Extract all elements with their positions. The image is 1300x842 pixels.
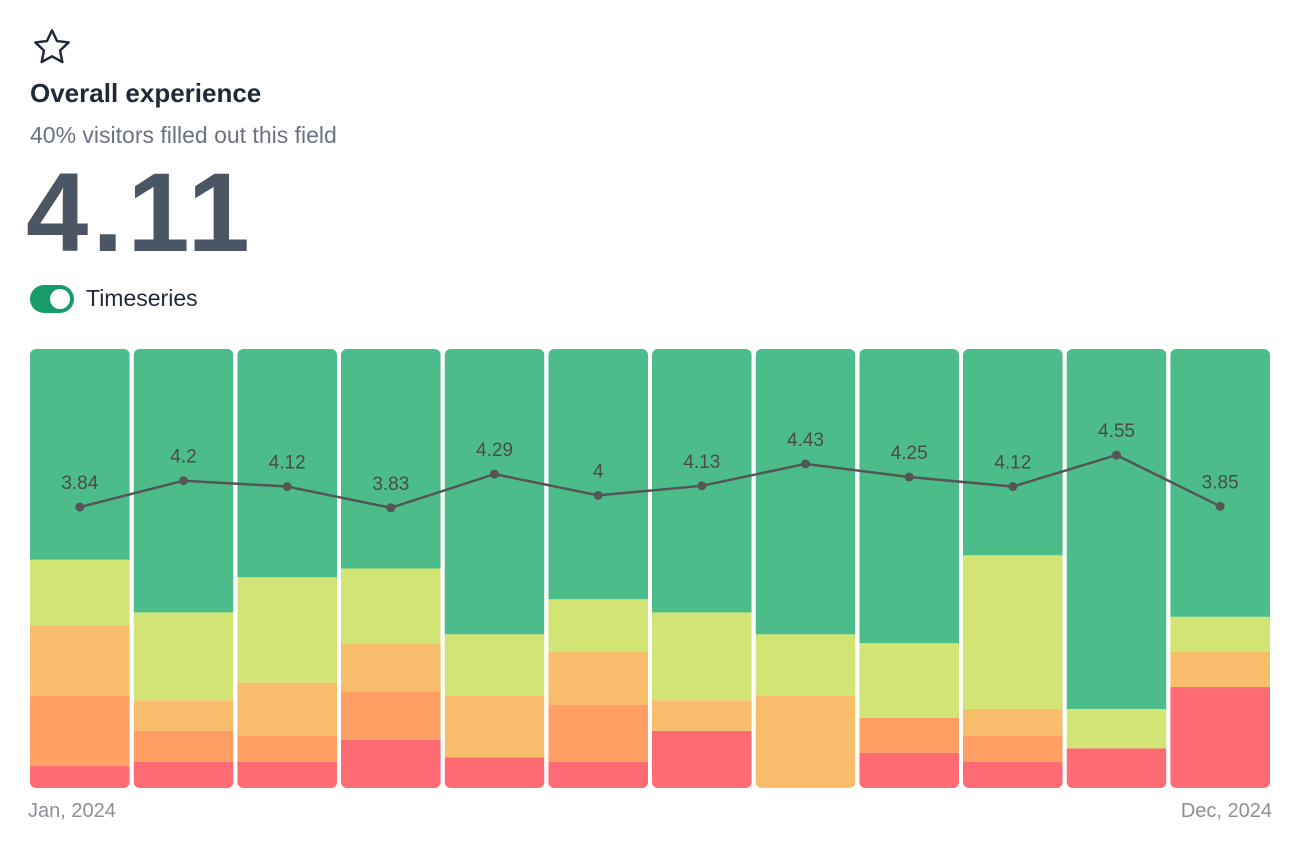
bar-segment: [1066, 708, 1167, 749]
bar-group: [1066, 349, 1167, 788]
bar-segment: [237, 682, 337, 736]
bar-segment: [133, 700, 234, 731]
bar-segment: [30, 349, 130, 560]
bar-segment: [1170, 687, 1270, 788]
bar-segment: [1066, 748, 1167, 788]
bar-segment: [652, 349, 752, 613]
bar-segment: [237, 349, 337, 578]
average-dot: [1215, 501, 1225, 511]
bar-segment: [341, 643, 441, 692]
average-dot: [697, 481, 707, 491]
bar-segment: [133, 612, 234, 701]
bar-group: [133, 349, 234, 788]
average-dot: [1112, 450, 1121, 460]
bar-group: [963, 349, 1063, 788]
average-label: 4.2: [170, 447, 196, 468]
bar-segment: [755, 634, 856, 696]
average-dot: [904, 472, 914, 482]
bar-segment: [133, 730, 234, 762]
bar-segment: [30, 766, 130, 788]
bar-segment: [963, 761, 1063, 788]
bar-segment: [30, 695, 130, 767]
average-dot: [75, 502, 85, 512]
bar-group: [859, 349, 959, 788]
bar-segment: [859, 643, 959, 718]
bar-segment: [341, 349, 441, 569]
bar-segment: [341, 568, 441, 644]
bar-segment: [963, 349, 1063, 556]
bar-segment: [755, 695, 856, 788]
bar-segment: [755, 349, 856, 635]
bar-segment: [963, 708, 1063, 736]
bar-group: [1170, 349, 1270, 788]
bar-segment: [859, 349, 959, 644]
bar-segment: [859, 717, 959, 753]
bar-group: [548, 349, 648, 788]
average-label: 4.13: [683, 452, 720, 473]
average-dot: [179, 476, 188, 486]
bar-segment: [444, 757, 545, 788]
average-label: 4.55: [1098, 421, 1135, 442]
bar-segment: [548, 704, 648, 762]
bar-segment: [444, 349, 545, 635]
average-line: [79, 453, 1221, 510]
bar-segment: [1170, 349, 1270, 617]
subtitle: 40% visitors filled out this field: [30, 122, 337, 148]
bar-segment: [341, 691, 441, 740]
bar-segment: [237, 577, 337, 683]
average-label: 3.84: [61, 473, 98, 494]
bar-segment: [859, 752, 959, 788]
bar-segment: [963, 555, 1063, 709]
bar-segment: [444, 634, 545, 696]
bar-segment: [30, 559, 130, 626]
bar-segment: [548, 599, 648, 652]
bar-segment: [341, 739, 441, 788]
bar-group: [652, 349, 752, 788]
average-label: 4.12: [269, 453, 306, 474]
average-label: 4.12: [994, 453, 1031, 474]
bar-segment: [1170, 651, 1270, 688]
average-label: 4.25: [891, 443, 928, 464]
toggle-knob: [50, 289, 70, 309]
bar-segment: [237, 761, 337, 788]
average-dot: [282, 482, 292, 492]
bar-segment: [652, 730, 752, 788]
bar-segment: [30, 625, 130, 696]
star-icon[interactable]: [30, 26, 74, 68]
average-label: 4.29: [476, 440, 513, 461]
bar-group: [341, 349, 441, 788]
average-dot: [1008, 482, 1018, 492]
bar-segment: [1170, 616, 1270, 652]
bar-segment: [963, 735, 1063, 762]
bar-segment: [652, 700, 752, 731]
score: 4.11: [26, 150, 254, 275]
x-tick-label: Dec, 2024: [1181, 800, 1272, 822]
x-tick-label: Jan, 2024: [28, 800, 116, 822]
average-dot: [593, 490, 603, 500]
bar-segment: [548, 349, 648, 600]
bar-segment: [1066, 349, 1167, 709]
bar-segment: [548, 651, 648, 705]
average-label: 3.83: [372, 474, 409, 495]
title: Overall experience: [30, 78, 262, 108]
bar-group: [30, 349, 130, 788]
bar-group: [237, 349, 337, 788]
toggle-label[interactable]: Timeseries: [86, 285, 198, 311]
average-dot: [386, 503, 396, 513]
average-dot: [801, 459, 810, 469]
bar-segment: [444, 695, 545, 758]
average-dot: [490, 469, 499, 479]
toggle[interactable]: [30, 285, 74, 313]
average-label: 3.85: [1202, 472, 1239, 493]
average-label: 4.43: [787, 430, 824, 451]
bar-segment: [237, 735, 337, 762]
bar-group: [444, 349, 545, 788]
bar-segment: [652, 612, 752, 701]
bar-segment: [548, 761, 648, 788]
bar-group: [755, 349, 856, 788]
bar-segment: [133, 761, 234, 788]
average-label: 4: [593, 461, 604, 482]
